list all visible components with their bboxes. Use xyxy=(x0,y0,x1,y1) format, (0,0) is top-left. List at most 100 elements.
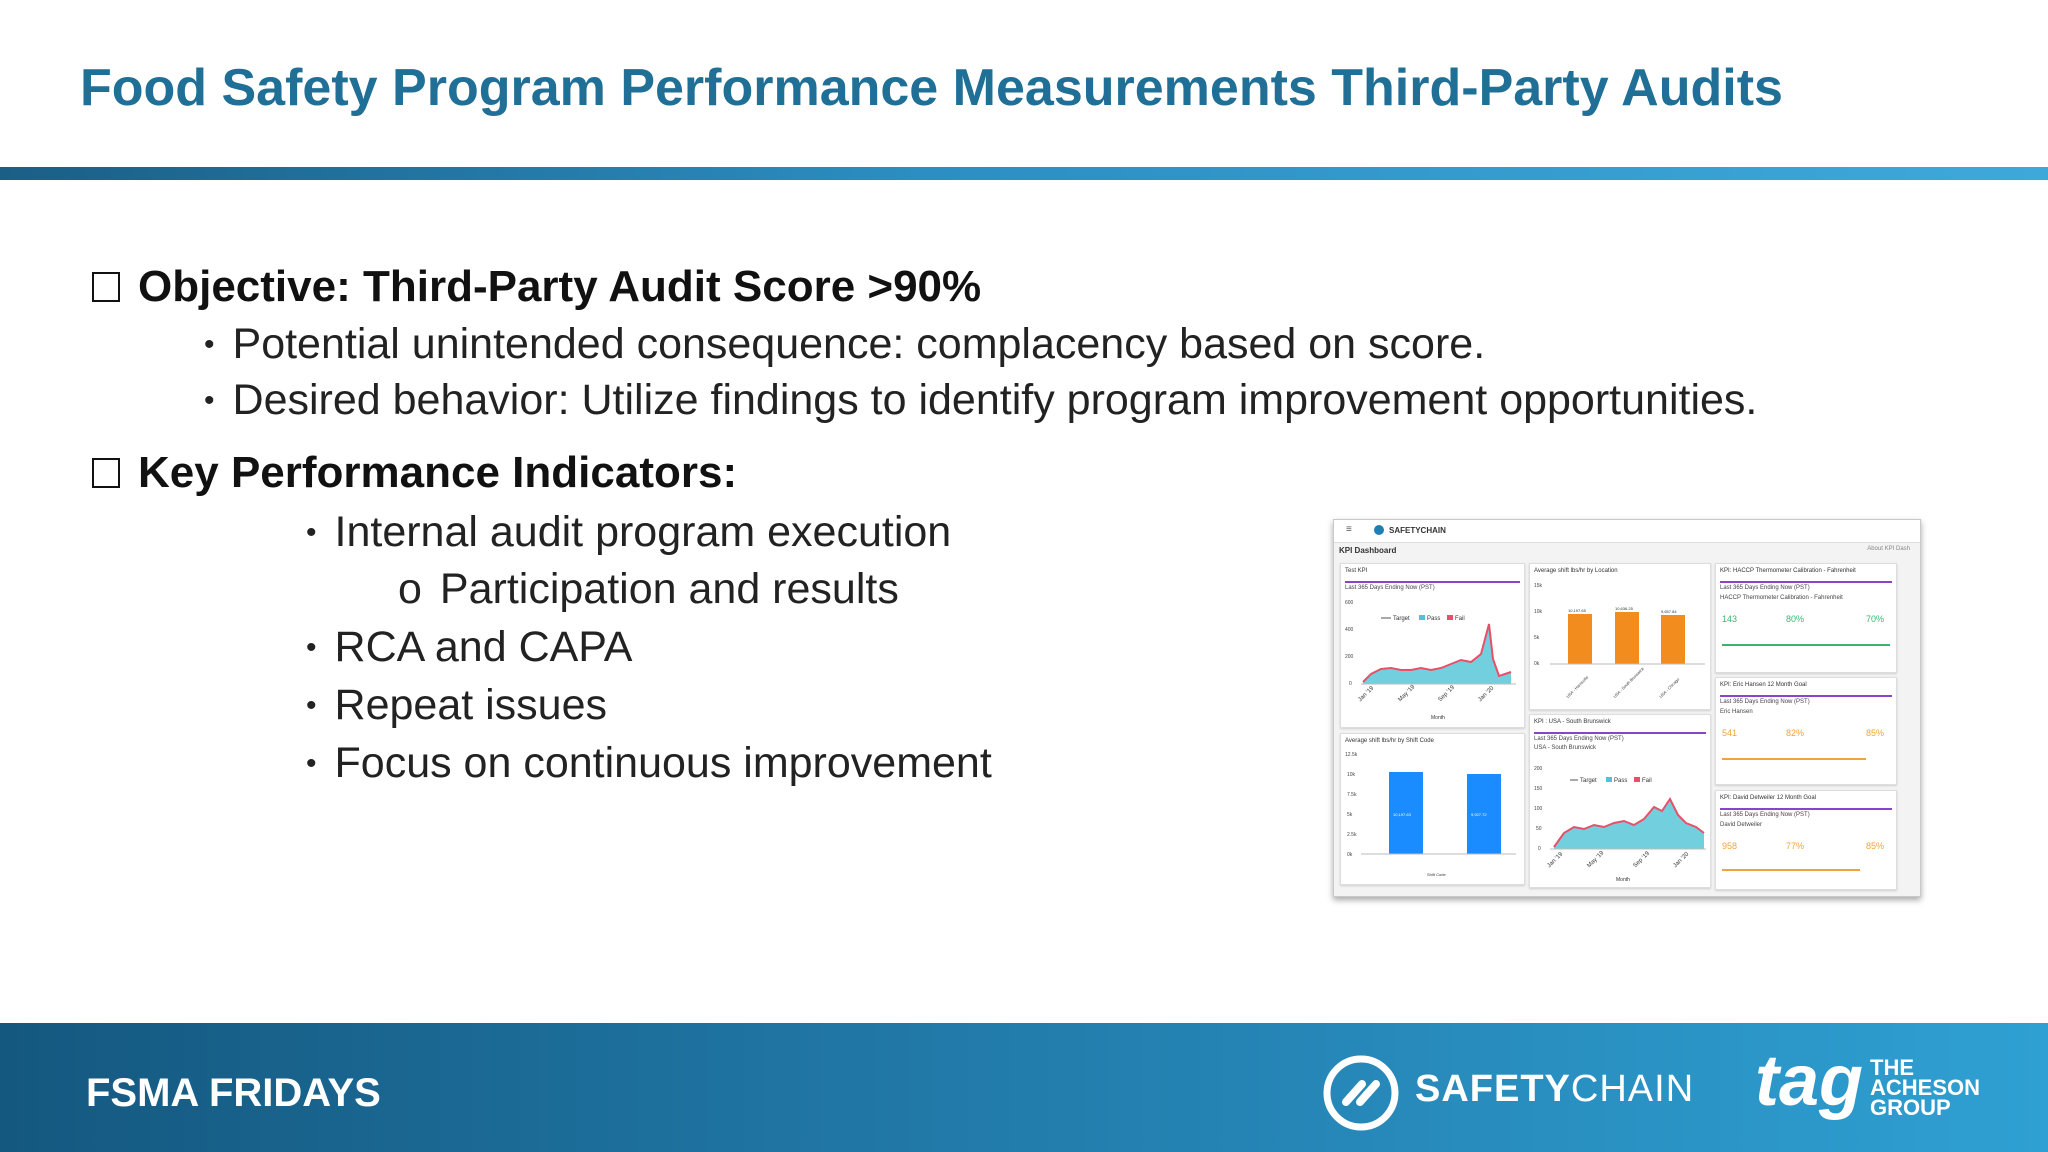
acheson-group-wordmark: THE ACHESON GROUP xyxy=(1870,1057,1981,1120)
panel-haccp: KPI: HACCP Thermometer Calibration - Fah… xyxy=(1715,563,1897,673)
panel-title: KPI: Eric Hansen 12 Month Goal xyxy=(1720,682,1807,688)
y-tick: 0k xyxy=(1347,852,1353,858)
kpi-target: 85% xyxy=(1866,841,1885,851)
y-tick: 12.5k xyxy=(1345,752,1358,758)
y-tick: 150 xyxy=(1534,786,1543,792)
tag-logo: tag xyxy=(1755,1041,1863,1121)
kpi-pass: 82% xyxy=(1786,728,1805,738)
panel-title: Average shift lbs/hr by Shift Code xyxy=(1345,738,1434,744)
footer-bar: FSMA FRIDAYS xyxy=(0,1023,2048,1152)
kpi-name: HACCP Thermometer Calibration - Fahrenhe… xyxy=(1720,595,1843,601)
bar-label: 10,197.63 xyxy=(1393,812,1412,817)
panel-subtitle: Last 365 Days Ending Now (PST) xyxy=(1720,699,1810,705)
panel-subtitle: Last 365 Days Ending Now (PST) xyxy=(1720,585,1810,591)
pass-area xyxy=(1363,624,1511,684)
x-tick: USA - Harrisville xyxy=(1565,674,1590,699)
panel-title: Test KPI xyxy=(1345,568,1368,574)
panel-divider xyxy=(1534,732,1706,734)
legend-target: Target xyxy=(1393,616,1410,622)
panel-divider xyxy=(1720,808,1892,810)
bar-3 xyxy=(1661,615,1685,664)
legend-fail-swatch xyxy=(1634,777,1640,782)
y-tick: 10k xyxy=(1347,772,1356,778)
x-axis-label: Shift Code xyxy=(1427,872,1446,877)
y-tick: 600 xyxy=(1345,600,1354,606)
safetychain-logo-icon xyxy=(1323,1055,1399,1131)
legend-fail-swatch xyxy=(1447,615,1453,620)
kpi-heading: Key Performance Indicators: xyxy=(138,448,738,497)
panel-title: KPI: HACCP Thermometer Calibration - Fah… xyxy=(1720,568,1856,574)
dashboard-topbar: ≡ SAFETYCHAIN xyxy=(1334,520,1920,543)
x-tick: Jan '20 xyxy=(1672,851,1690,869)
kpi-dashboard-screenshot: ≡ SAFETYCHAIN KPI Dashboard About KPI Da… xyxy=(1333,519,1921,897)
y-tick: 50 xyxy=(1536,826,1542,832)
x-tick: USA - South Brunswick xyxy=(1612,666,1645,699)
x-tick: Jan '20 xyxy=(1477,685,1495,703)
legend-pass-swatch xyxy=(1419,615,1425,620)
dashboard-brand: SAFETYCHAIN xyxy=(1389,526,1446,535)
panel-eric: KPI: Eric Hansen 12 Month Goal Last 365 … xyxy=(1715,677,1897,785)
kpi-pass: 77% xyxy=(1786,841,1805,851)
bullet-item: • RCA and CAPA xyxy=(306,623,632,672)
panel-title: KPI: David Detweiler 12 Month Goal xyxy=(1720,795,1817,801)
bullet-text: Internal audit program execution xyxy=(334,508,952,556)
safetychain-wordmark: SAFETYCHAIN xyxy=(1415,1068,1694,1111)
x-tick: Jan '19 xyxy=(1357,685,1375,703)
bullet-icon: • xyxy=(306,746,317,780)
menu-icon: ≡ xyxy=(1346,524,1352,535)
legend-fail: Fail xyxy=(1455,616,1465,622)
kpi-records: 958 xyxy=(1722,841,1738,851)
bullet-text: Focus on continuous improvement xyxy=(334,739,992,787)
x-axis-label: Month xyxy=(1616,877,1630,883)
safetychain-bold: SAFETY xyxy=(1415,1068,1571,1110)
bar-label: 10,197.65 xyxy=(1568,608,1587,613)
kpi-name: USA - South Brunswick xyxy=(1534,745,1597,751)
x-tick: May '19 xyxy=(1397,684,1416,703)
panel-subtitle: Last 365 Days Ending Now (PST) xyxy=(1534,736,1624,742)
acheson-line: GROUP xyxy=(1870,1095,1951,1120)
legend-pass: Pass xyxy=(1614,778,1627,784)
bar-1 xyxy=(1389,772,1423,854)
panel-subtitle: Last 365 Days Ending Now (PST) xyxy=(1345,585,1435,591)
bar-2 xyxy=(1467,774,1501,854)
kpi-progress-bar xyxy=(1722,644,1890,646)
y-tick: 15k xyxy=(1534,583,1543,589)
avg-location-chart: 15k 10k 5k 0k 10,197.65 10,636.25 9,657.… xyxy=(1534,583,1705,699)
checkbox-icon xyxy=(92,458,120,488)
bullet-text: Repeat issues xyxy=(334,681,608,729)
kpi-pass: 80% xyxy=(1786,614,1805,624)
section-heading-kpi: Key Performance Indicators: xyxy=(92,448,737,498)
acheson-line: ACHESON xyxy=(1870,1075,1981,1100)
x-axis-label: Month xyxy=(1431,715,1445,721)
bar-label: 9,927.72 xyxy=(1471,812,1487,817)
y-tick: 5k xyxy=(1534,635,1540,641)
y-tick: 0k xyxy=(1534,661,1540,667)
panel-title: Average shift lbs/hr by Location xyxy=(1534,568,1618,574)
bullet-text: Potential unintended consequence: compla… xyxy=(232,320,1486,368)
bullet-icon: • xyxy=(306,515,317,549)
test-kpi-chart: 600 400 200 0 Target Pass Fail Jan '19 M… xyxy=(1345,600,1516,721)
panel-subtitle: Last 365 Days Ending Now (PST) xyxy=(1720,812,1810,818)
fail-line xyxy=(1553,797,1705,848)
legend-target: Target xyxy=(1580,778,1597,784)
y-tick: 0 xyxy=(1538,846,1541,852)
kpi-name: David Detweiler xyxy=(1720,822,1763,828)
bullet-icon: • xyxy=(306,630,317,664)
bar-2 xyxy=(1615,612,1639,664)
bullet-item: • Potential unintended consequence: comp… xyxy=(204,320,1485,369)
checkbox-icon xyxy=(92,272,120,302)
dashboard-about-link: About KPI Dash xyxy=(1867,546,1910,552)
panel-divider xyxy=(1720,695,1892,697)
y-tick: 7.5k xyxy=(1347,792,1357,798)
south-brunswick-chart: 200 150 100 50 0 Target Pass Fail Jan '1… xyxy=(1534,766,1706,883)
legend-pass: Pass xyxy=(1427,616,1440,622)
kpi-records: 541 xyxy=(1722,728,1738,738)
bar-label: 9,657.84 xyxy=(1661,609,1677,614)
bullet-item: • Focus on continuous improvement xyxy=(306,739,992,788)
bullet-item: • Desired behavior: Utilize findings to … xyxy=(204,376,1757,425)
kpi-records: 143 xyxy=(1722,614,1738,624)
bullet-icon: • xyxy=(306,688,317,722)
avg-shift-chart: 12.5k 10k 7.5k 5k 2.5k 0k 10,197.63 9,92… xyxy=(1345,752,1516,877)
x-tick: May '19 xyxy=(1586,850,1605,869)
panel-title: KPI : USA - South Brunswick xyxy=(1534,719,1611,725)
